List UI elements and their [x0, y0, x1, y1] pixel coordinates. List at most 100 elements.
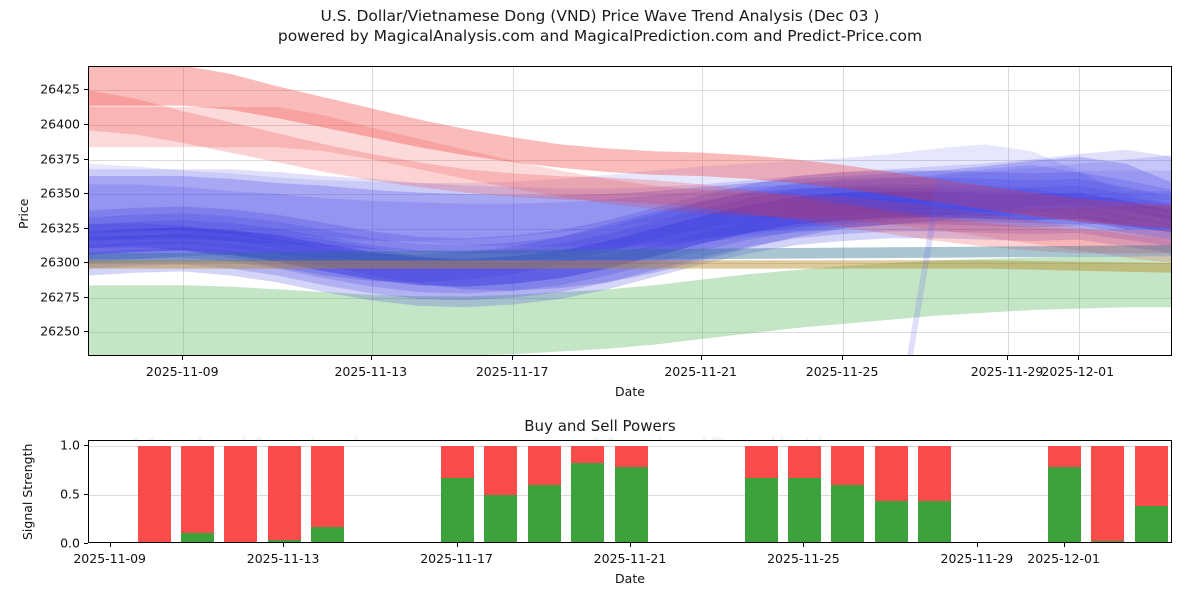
x-tick-mark	[182, 356, 184, 360]
y-tick-mark	[84, 89, 88, 91]
signal-chart-x-axis-title: Date	[615, 571, 645, 586]
wave-band-blue-core	[89, 195, 1171, 291]
x-tick-label: 2025-11-25	[805, 364, 879, 379]
gridline	[843, 67, 845, 355]
sell-power-bar	[918, 445, 952, 501]
buy-power-bar	[874, 500, 908, 542]
resistance-band-red	[89, 67, 1171, 229]
wave-sliver-olive	[89, 260, 1171, 273]
x-tick-mark	[803, 543, 805, 547]
title-line-2: powered by MagicalAnalysis.com and Magic…	[277, 27, 923, 45]
gridline	[89, 125, 1171, 126]
y-tick-mark	[84, 493, 88, 495]
gridline	[89, 194, 1171, 196]
x-tick-label: 2025-11-13	[334, 364, 408, 379]
x-tick-mark	[456, 543, 458, 547]
buy-power-bar	[180, 533, 214, 542]
title-line-1: U.S. Dollar/Vietnamese Dong (VND) Price …	[320, 7, 880, 25]
buy-power-bar	[1048, 467, 1082, 542]
buy-power-bar	[310, 527, 344, 542]
wave-band-blue-core	[89, 212, 1171, 308]
buy-power-bar	[831, 485, 865, 542]
sell-power-bar	[310, 445, 344, 528]
sell-power-bar	[484, 445, 518, 495]
buy-power-bar	[267, 540, 301, 542]
wave-band-blue-core	[89, 191, 1171, 287]
sell-power-bar	[1091, 445, 1125, 542]
x-tick-mark	[1063, 543, 1065, 547]
gridline	[89, 297, 1171, 299]
price-wave-chart-plot-area	[88, 66, 1172, 356]
gridline	[1008, 67, 1010, 355]
resistance-band-red	[89, 107, 1171, 263]
y-tick-mark	[84, 124, 88, 125]
y-tick-label: 26300	[40, 254, 80, 270]
x-tick-label: 2025-12-01	[1041, 364, 1115, 379]
buy-power-bar	[571, 462, 605, 542]
y-tick-label: 26325	[40, 220, 80, 236]
y-tick-label: 26275	[40, 289, 80, 305]
gridline	[371, 67, 373, 355]
signal-chart-y-axis-title: Signal Strength	[20, 443, 35, 540]
x-tick-label: 2025-11-13	[246, 551, 320, 566]
wave-band-blue-core	[89, 170, 1171, 266]
price-chart-x-axis-title: Date	[615, 384, 645, 399]
y-tick-mark	[84, 158, 88, 160]
buy-sell-powers-plot-area	[88, 440, 1172, 543]
x-tick-label: 2025-11-17	[475, 364, 549, 379]
wave-halo-violet	[907, 155, 1171, 355]
wave-band-blue-core	[89, 184, 1171, 280]
sell-power-bar	[874, 445, 908, 501]
wave-band-blue-core	[89, 205, 1171, 301]
sell-power-bar	[441, 445, 475, 479]
x-tick-mark	[109, 543, 111, 547]
y-tick-mark	[84, 296, 88, 298]
x-tick-label: 2025-11-09	[145, 364, 219, 379]
y-tick-mark	[84, 543, 88, 544]
sell-power-bar	[614, 445, 648, 468]
gridline	[183, 67, 185, 355]
wave-band-blue-core	[89, 177, 1171, 273]
x-tick-label: 2025-12-01	[1027, 551, 1100, 566]
wave-band-blue-wide	[89, 144, 1171, 241]
buy-power-bar	[527, 485, 561, 542]
gridline	[89, 90, 1171, 92]
page-title: U.S. Dollar/Vietnamese Dong (VND) Price …	[0, 6, 1200, 46]
x-tick-mark	[370, 356, 372, 360]
x-tick-mark	[842, 356, 844, 360]
y-tick-label: 0.5	[60, 486, 80, 502]
sell-power-bar	[1134, 445, 1168, 506]
x-tick-mark	[512, 356, 514, 360]
sell-power-bar	[137, 445, 171, 542]
x-tick-mark	[700, 356, 702, 360]
gridline	[701, 67, 703, 355]
buy-power-bar	[787, 478, 821, 542]
gridline	[513, 67, 515, 355]
x-tick-label: 2025-11-09	[73, 551, 146, 566]
x-tick-mark	[976, 543, 978, 547]
x-tick-label: 2025-11-25	[767, 551, 840, 566]
wave-band-blue-core	[89, 187, 1171, 283]
buy-power-bar	[1134, 505, 1168, 542]
x-tick-mark	[283, 543, 285, 547]
gridline	[1078, 67, 1080, 355]
price-chart-y-axis-title: Price	[16, 198, 31, 230]
buy-power-bar	[484, 494, 518, 542]
sell-power-bar	[744, 445, 778, 479]
x-tick-label: 2025-11-29	[940, 551, 1014, 566]
buy-power-bar	[1091, 541, 1125, 542]
y-tick-mark	[84, 331, 88, 333]
x-tick-mark	[630, 543, 631, 547]
sell-power-bar	[787, 445, 821, 479]
sell-power-bar	[180, 445, 214, 534]
y-tick-label: 26350	[40, 185, 80, 201]
y-tick-label: 26425	[40, 81, 80, 97]
signal-chart-title: Buy and Sell Powers	[524, 417, 676, 435]
gridline	[89, 159, 1171, 161]
x-tick-label: 2025-11-21	[664, 364, 738, 379]
wave-band-blue-wide	[89, 149, 1171, 247]
support-band-green	[89, 256, 1171, 355]
x-tick-mark	[1077, 356, 1079, 360]
x-tick-label: 2025-11-29	[970, 364, 1044, 379]
